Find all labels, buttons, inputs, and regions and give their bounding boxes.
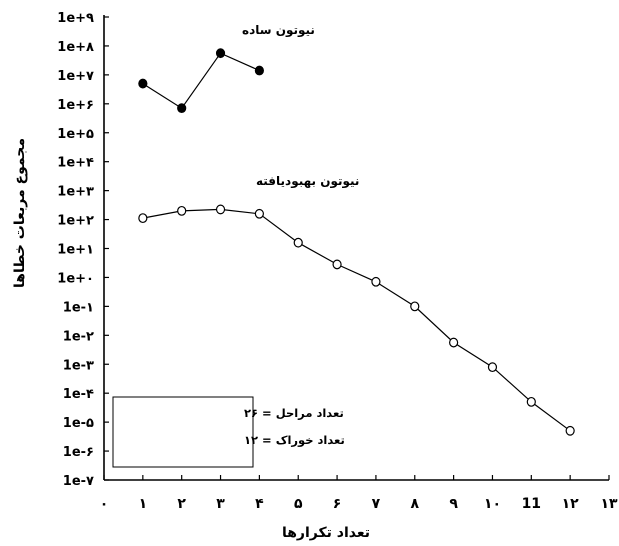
x-tick-label: ۱۰ — [484, 496, 501, 512]
annotation-frame — [112, 396, 254, 468]
series-layer — [138, 48, 575, 436]
y-tick-label: 1e-۶ — [63, 445, 94, 460]
data-point — [487, 362, 498, 373]
y-tick-label: 1e-۲ — [63, 329, 94, 344]
data-point — [177, 205, 187, 216]
series-line — [142, 208, 571, 432]
y-tick-label: 1e-۳ — [63, 358, 94, 373]
x-tick-label: ۵ — [294, 496, 303, 512]
data-point — [332, 259, 342, 270]
x-tick-label: ۴ — [255, 496, 264, 512]
data-point — [254, 208, 264, 219]
y-tick-label: 1e+۲ — [57, 214, 94, 229]
annotation-line-stages: تعداد مراحل = ۲۶ — [244, 406, 344, 420]
annotation-line-feed: تعداد خوراک = ۱۲ — [244, 433, 345, 448]
x-tick-label: ۱۲ — [562, 496, 580, 512]
y-tick-label: 1e+۱ — [57, 243, 94, 258]
y-tick-label: 1e-۷ — [63, 474, 94, 489]
axes — [103, 15, 609, 481]
data-point — [215, 48, 226, 59]
y-tick-label: 1e+۹ — [57, 11, 94, 26]
data-point — [215, 204, 226, 215]
series-line — [142, 52, 260, 110]
data-point — [138, 78, 148, 89]
series-label-simple-newton: نیوتون ساده — [242, 23, 315, 38]
y-tick-label: 1e-۱ — [63, 300, 94, 315]
data-point — [371, 276, 381, 287]
data-point — [254, 65, 264, 76]
data-point — [177, 103, 187, 114]
data-point — [138, 213, 148, 224]
x-tick-label: ۰ — [100, 496, 109, 512]
series-2 — [138, 204, 575, 436]
x-tick-label: ۲ — [177, 496, 186, 512]
data-point — [449, 337, 459, 348]
series-label-improved-newton: نیوتون بهبودیافته — [256, 174, 359, 189]
x-tick-label: ۳ — [216, 496, 225, 512]
data-point — [526, 396, 536, 407]
y-tick-label: 1e+۶ — [57, 98, 94, 113]
y-tick-label: 1e-۵ — [63, 416, 94, 431]
x-tick-label: ۶ — [333, 496, 342, 512]
x-tick-label: ۷ — [372, 496, 381, 512]
ticks: 1e-۷ 1e-۶ 1e-۵ 1e-۴ 1e-۳ 1e-۲ 1e-۱ 1e+۰ 1e+۱ 1e+۲… — [57, 11, 618, 512]
data-point — [293, 237, 303, 248]
x-tick-label: 11 — [522, 496, 541, 512]
x-tick-label: ۸ — [410, 496, 419, 512]
x-tick-label: ۹ — [449, 496, 458, 512]
y-tick-label: 1e+۸ — [57, 40, 94, 55]
series-1 — [138, 48, 264, 114]
x-tick-label: ۱ — [139, 496, 148, 512]
data-point — [565, 425, 575, 436]
annotation-box: تعداد مراحل = ۲۶ تعداد خوراک = ۱۲ — [112, 396, 345, 468]
y-tick-label: 1e+۳ — [57, 185, 94, 200]
x-axis-label: تعداد تکرارها — [282, 525, 370, 541]
y-tick-label: 1e+۰ — [57, 271, 94, 286]
y-tick-label: 1e-۴ — [63, 387, 94, 402]
x-tick-label: ۱۳ — [600, 496, 618, 512]
y-axis-label: مجموع مربعات خطاها — [12, 138, 28, 288]
y-tick-label: 1e+۴ — [57, 156, 94, 171]
y-tick-label: 1e+۷ — [57, 69, 94, 84]
y-tick-label: 1e+۵ — [57, 127, 94, 142]
data-point — [410, 301, 420, 312]
